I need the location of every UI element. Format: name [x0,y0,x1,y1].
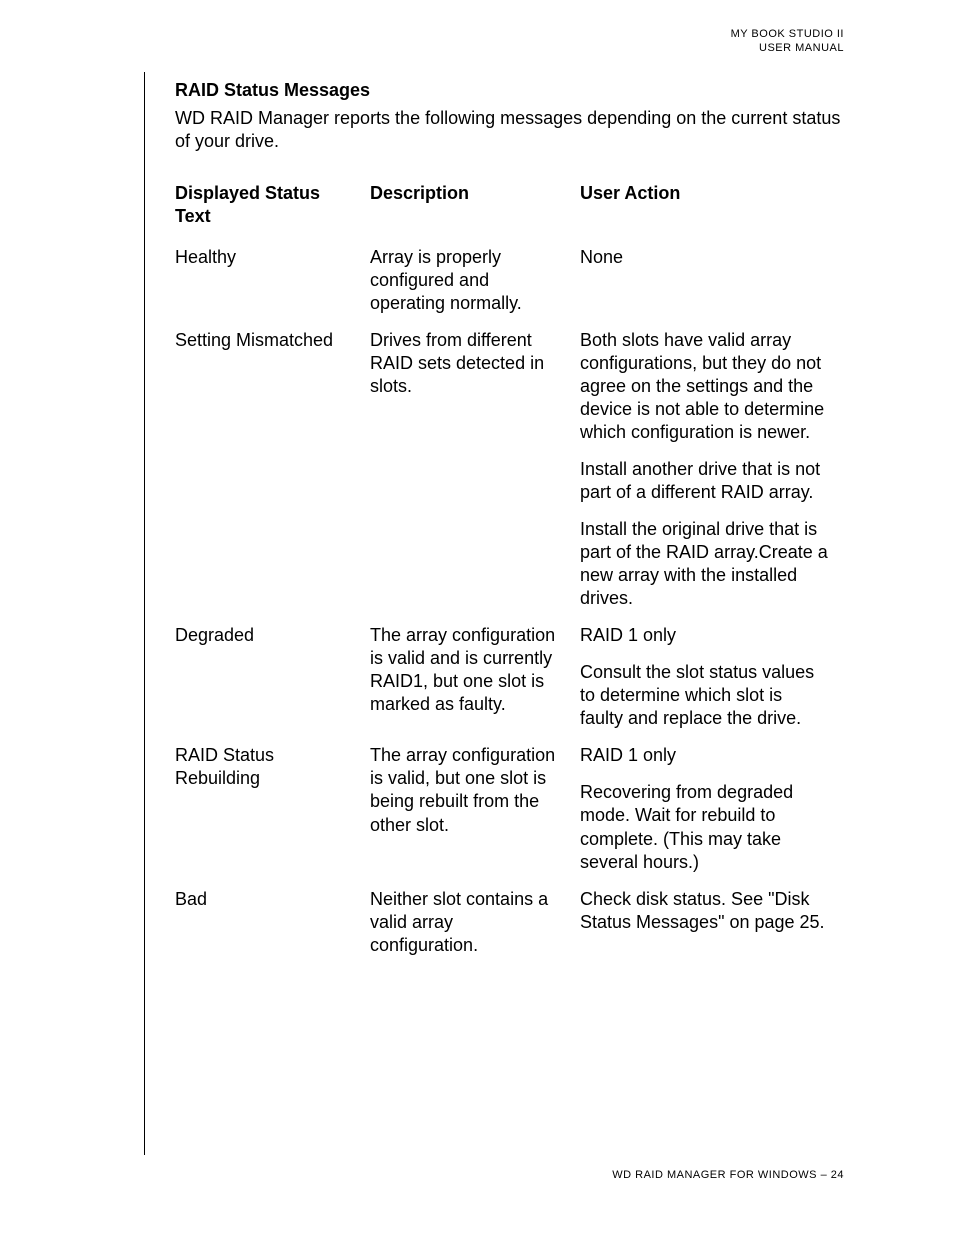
column-header-description: Description [370,182,580,246]
table-row-action: RAID 1 only Consult the slot status valu… [580,624,844,744]
table-row-action: RAID 1 only Recovering from degraded mod… [580,744,844,887]
action-paragraph: Check disk status. See "Disk Status Mess… [580,888,830,934]
header-line-2: USER MANUAL [731,42,844,56]
header-line-1: MY BOOK STUDIO II [731,28,844,42]
action-paragraph: Install another drive that is not part o… [580,458,830,504]
content-area: RAID Status Messages WD RAID Manager rep… [144,72,844,1155]
page-header: MY BOOK STUDIO II USER MANUAL [731,28,844,56]
action-paragraph: Recovering from degraded mode. Wait for … [580,781,830,873]
column-header-action: User Action [580,182,844,246]
table-row-status: Bad [175,888,370,971]
table-row-description: The array configuration is valid, but on… [370,744,580,887]
table-row-description: Array is properly configured and operati… [370,246,580,329]
section-intro: WD RAID Manager reports the following me… [175,107,844,154]
status-table: Displayed Status Text Description User A… [175,182,844,971]
action-paragraph: RAID 1 only [580,744,830,767]
action-paragraph: Both slots have valid array configuratio… [580,329,830,444]
table-row-action: None [580,246,844,329]
action-paragraph: None [580,246,830,269]
table-row-status: Degraded [175,624,370,744]
table-row-action: Both slots have valid array configuratio… [580,329,844,624]
section-title: RAID Status Messages [175,80,844,101]
table-row-status: Healthy [175,246,370,329]
table-row-description: Drives from different RAID sets detected… [370,329,580,624]
page: MY BOOK STUDIO II USER MANUAL RAID Statu… [0,0,954,1235]
action-paragraph: RAID 1 only [580,624,830,647]
column-header-status: Displayed Status Text [175,182,370,246]
action-paragraph: Install the original drive that is part … [580,518,830,610]
table-row-status: Setting Mismatched [175,329,370,624]
action-paragraph: Consult the slot status values to determ… [580,661,830,730]
page-footer: WD RAID MANAGER FOR WINDOWS – 24 [612,1169,844,1181]
table-row-description: Neither slot contains a valid array conf… [370,888,580,971]
table-row-action: Check disk status. See "Disk Status Mess… [580,888,844,971]
table-row-status: RAID Status Rebuilding [175,744,370,887]
table-row-description: The array configuration is valid and is … [370,624,580,744]
